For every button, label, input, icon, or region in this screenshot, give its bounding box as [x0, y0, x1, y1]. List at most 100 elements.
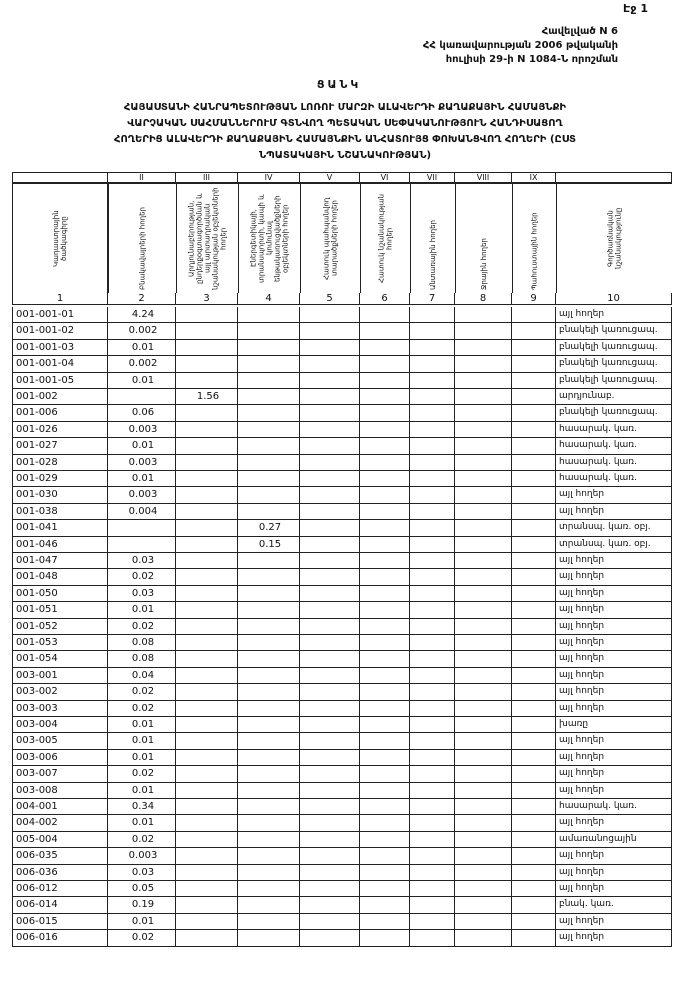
- area-value: [455, 684, 512, 701]
- title: ՑԱՆԿ: [316, 78, 362, 91]
- area-value: 0.04: [108, 667, 176, 685]
- purpose: այլ հողեր: [556, 700, 672, 717]
- area-value: [300, 897, 360, 914]
- area-value: 0.02: [108, 684, 176, 701]
- column-number: 9: [512, 293, 556, 305]
- area-value: [410, 323, 455, 340]
- area-value: [512, 618, 556, 635]
- area-value: [176, 782, 238, 799]
- area-value: [300, 339, 360, 357]
- area-value: [108, 520, 176, 537]
- area-value: 0.02: [108, 831, 176, 849]
- area-value: [176, 848, 238, 865]
- area-value: [512, 651, 556, 668]
- area-value: 0.01: [108, 749, 176, 767]
- area-value: [455, 372, 512, 389]
- area-value: [512, 799, 556, 816]
- purpose: բնակելի կառուցապ.: [556, 339, 672, 357]
- area-value: [455, 421, 512, 439]
- area-value: [176, 307, 238, 324]
- area-value: 1.56: [176, 389, 238, 406]
- area-value: [238, 930, 300, 947]
- area-value: [176, 913, 238, 931]
- area-value: 0.01: [108, 339, 176, 357]
- area-value: [512, 733, 556, 750]
- area-value: [410, 815, 455, 832]
- area-value: [176, 831, 238, 849]
- area-value: [300, 307, 360, 324]
- area-value: [300, 405, 360, 422]
- column-header: Ջրային հողեր: [455, 183, 512, 293]
- area-value: [455, 585, 512, 603]
- cadastral-code: 001-047: [12, 553, 108, 570]
- area-value: [238, 651, 300, 668]
- cadastral-code: 003-007: [12, 766, 108, 783]
- area-value: [360, 618, 410, 635]
- column-header: Կադաստրային ծածկագիրը: [12, 183, 108, 293]
- area-value: [238, 749, 300, 767]
- area-value: [512, 569, 556, 586]
- area-value: [512, 356, 556, 373]
- header-line: ՀՀ կառավարության 2006 թվականի: [422, 40, 618, 51]
- area-value: [360, 651, 410, 668]
- purpose: խառը: [556, 717, 672, 734]
- area-value: [410, 454, 455, 471]
- area-value: 0.02: [108, 618, 176, 635]
- area-value: [360, 749, 410, 767]
- area-value: [108, 389, 176, 406]
- area-value: [300, 848, 360, 865]
- area-value: [176, 618, 238, 635]
- area-value: [176, 749, 238, 767]
- area-value: [410, 651, 455, 668]
- area-value: [176, 356, 238, 373]
- purpose: այլ հողեր: [556, 553, 672, 570]
- subtitle-line: ՆՊԱՏԱԿԱՅԻՆ ՆՇԱՆԱԿՈՒԹՅԱՆ): [258, 150, 432, 161]
- area-value: [455, 503, 512, 521]
- cadastral-code: 001-030: [12, 487, 108, 504]
- area-value: [176, 881, 238, 898]
- area-value: [300, 864, 360, 881]
- purpose: արդյունաբ.: [556, 389, 672, 406]
- area-value: [410, 585, 455, 603]
- area-value: 0.01: [108, 438, 176, 455]
- area-value: [512, 438, 556, 455]
- area-value: [176, 372, 238, 389]
- area-value: [176, 536, 238, 553]
- area-value: [512, 585, 556, 603]
- cadastral-code: 005-004: [12, 831, 108, 849]
- area-value: 0.003: [108, 848, 176, 865]
- purpose: բնակելի կառուցապ.: [556, 323, 672, 340]
- area-value: 0.02: [108, 569, 176, 586]
- area-value: [238, 339, 300, 357]
- area-value: [238, 569, 300, 586]
- area-value: [176, 454, 238, 471]
- area-value: [455, 881, 512, 898]
- area-value: [360, 536, 410, 553]
- area-value: [176, 651, 238, 668]
- column-number: 5: [300, 293, 360, 305]
- cadastral-code: 004-002: [12, 815, 108, 832]
- area-value: [512, 471, 556, 488]
- area-value: [238, 684, 300, 701]
- area-value: [238, 848, 300, 865]
- area-value: [360, 700, 410, 717]
- area-value: [238, 356, 300, 373]
- area-value: [300, 733, 360, 750]
- cadastral-code: 003-008: [12, 782, 108, 799]
- area-value: [410, 930, 455, 947]
- roman-header: III: [176, 172, 238, 183]
- area-value: [410, 864, 455, 881]
- area-value: [455, 667, 512, 685]
- area-value: [238, 438, 300, 455]
- area-value: 0.06: [108, 405, 176, 422]
- area-value: [300, 602, 360, 619]
- roman-header: VI: [360, 172, 410, 183]
- subtitle-line: ՀԱՅԱՍՏԱՆԻ ՀԱՆՐԱՊԵՏՈՒԹՅԱՆ ԼՈՌՈՒ ՄԱՐԶԻ ԱԼԱ…: [123, 102, 567, 113]
- cadastral-code: 001-029: [12, 471, 108, 488]
- purpose: այլ հողեր: [556, 569, 672, 586]
- area-value: [300, 503, 360, 521]
- area-value: [512, 700, 556, 717]
- area-value: [238, 897, 300, 914]
- area-value: [455, 651, 512, 668]
- purpose: այլ հողեր: [556, 307, 672, 324]
